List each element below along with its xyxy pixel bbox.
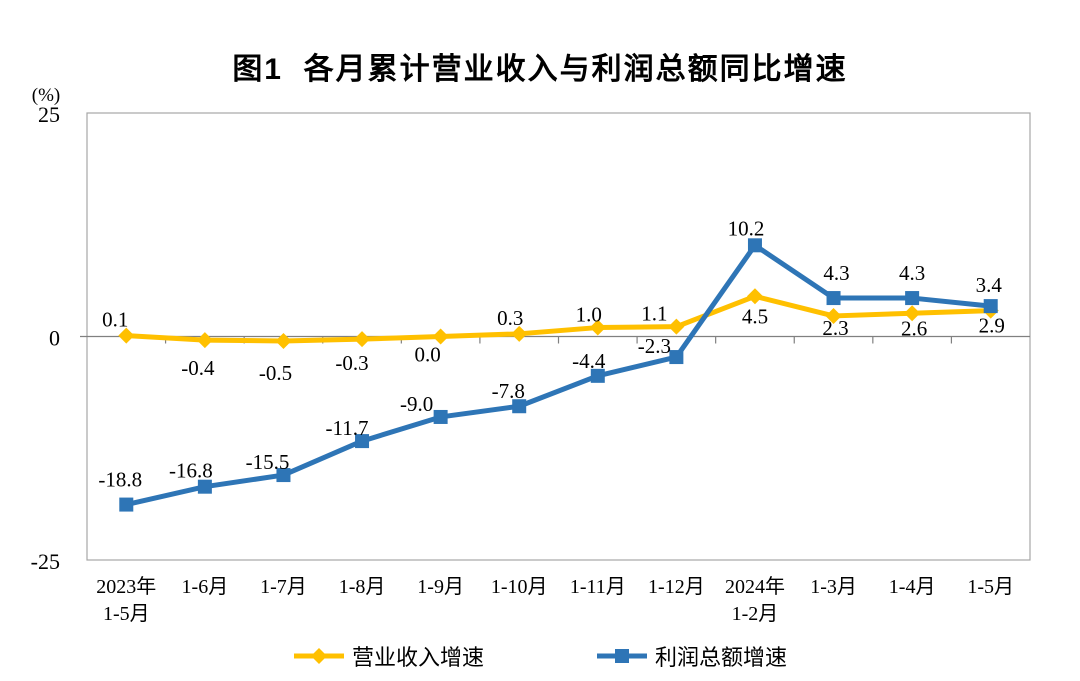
x-category-label: 1-4月 — [889, 576, 936, 598]
series-1-value-label: -7.8 — [492, 379, 525, 403]
series-1-value-label: -11.7 — [326, 416, 369, 440]
series-line-1 — [123, 242, 994, 508]
series-1-value-label: -15.5 — [246, 450, 290, 474]
x-category-label: 1-9月 — [417, 576, 464, 598]
legend-item-profit: 利润总额增速 — [596, 640, 787, 672]
revenue-line-marker-icon — [293, 648, 344, 664]
legend-label-revenue: 营业收入增速 — [351, 645, 484, 670]
series-0-marker — [511, 325, 528, 342]
series-line-0 — [123, 293, 994, 344]
x-category-label: 2023年 1-5月 — [96, 575, 156, 625]
chart-title: 图1 各月累计营业收入与利润总额同比增速 — [232, 53, 848, 86]
series-1-marker — [355, 434, 370, 449]
x-category-label: 1-11月 — [570, 576, 626, 598]
x-category-label: 1-5月 — [967, 576, 1014, 598]
series-0-marker — [746, 288, 763, 305]
series-0-value-label: 1.0 — [576, 303, 602, 327]
series-0-marker — [825, 307, 842, 324]
series-1-marker — [197, 479, 212, 494]
y-axis-unit-label: (%) — [32, 85, 60, 106]
series-0-marker — [432, 328, 449, 345]
y-axis-tick-label: 25 — [38, 102, 60, 127]
series-0-marker — [354, 331, 371, 348]
series-1-marker — [983, 299, 998, 314]
y-axis-tick-label: -25 — [31, 549, 60, 574]
series-1-value-label: -9.0 — [400, 392, 433, 416]
series-0-marker — [668, 318, 685, 335]
series-1-value-label: -4.4 — [572, 349, 606, 373]
series-1-value-label: 3.4 — [976, 273, 1003, 297]
series-0-value-label: 4.5 — [742, 304, 768, 328]
series-1-value-label: -18.8 — [98, 468, 142, 492]
series-0-value-label: 2.3 — [822, 316, 848, 340]
legend-label-profit: 利润总额增速 — [655, 645, 788, 670]
series-1-marker — [826, 291, 841, 306]
series-1-marker — [590, 368, 605, 383]
x-category-label: 2024年 1-2月 — [725, 575, 785, 625]
x-category-label: 1-7月 — [260, 576, 307, 598]
series-0-value-label: -0.5 — [259, 361, 292, 385]
x-category-label: 1-8月 — [339, 576, 386, 598]
x-category-label: 1-10月 — [491, 576, 548, 598]
series-0-value-label: 0.3 — [497, 306, 523, 330]
x-category-label: 1-6月 — [182, 576, 229, 598]
series-0-value-label: 0.1 — [102, 308, 128, 332]
series-0-value-label: 2.6 — [901, 316, 927, 340]
series-0-marker — [589, 319, 606, 336]
series-0-marker — [118, 327, 135, 344]
series-1-marker — [119, 497, 134, 512]
series-0-value-label: 2.9 — [979, 314, 1005, 338]
x-category-label: 1-12月 — [648, 576, 705, 598]
legend-item-revenue: 营业收入增速 — [293, 640, 484, 672]
series-0-value-label: 1.1 — [641, 302, 667, 326]
series-1-marker — [905, 291, 920, 306]
y-axis-tick-label: 0 — [49, 326, 60, 351]
series-1-value-label: 4.3 — [823, 261, 849, 285]
profit-line-marker-icon — [597, 649, 647, 663]
series-1-marker — [747, 238, 762, 253]
series-1-value-label: 4.3 — [899, 261, 925, 285]
series-0-value-label: -0.4 — [181, 356, 215, 380]
series-1-marker — [276, 468, 291, 483]
chart-legend: 营业收入增速 利润总额增速 — [0, 640, 1080, 672]
series-0-marker — [196, 332, 213, 349]
series-1-marker — [669, 350, 684, 365]
series-1-value-label: -2.3 — [638, 334, 671, 358]
series-1-marker — [433, 409, 448, 424]
series-1-marker — [512, 399, 527, 414]
x-category-label: 1-3月 — [810, 576, 857, 598]
series-1-value-label: 10.2 — [728, 216, 765, 240]
series-0-marker — [904, 305, 921, 322]
series-0-value-label: -0.3 — [335, 351, 368, 375]
series-0-value-label: 0.0 — [415, 343, 441, 367]
series-0-marker — [275, 332, 292, 349]
series-1-value-label: -16.8 — [169, 459, 213, 483]
